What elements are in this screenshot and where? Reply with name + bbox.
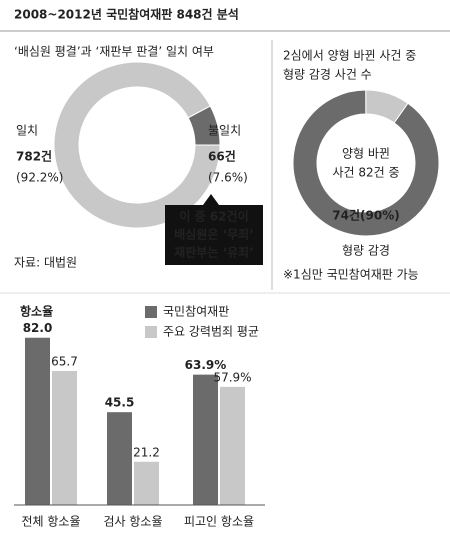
- bar: [107, 412, 132, 505]
- x-tick-label: 검사 항소율: [103, 515, 162, 529]
- legend-label: 국민참여재판: [163, 305, 229, 319]
- callout-text: 재판부는 ‘유죄’: [174, 245, 254, 260]
- bar: [220, 386, 245, 505]
- category-label: 형량 감경: [342, 244, 390, 258]
- source: 자료: 대법원: [14, 256, 77, 270]
- chart-title: 항소율: [20, 304, 53, 319]
- subtitle: 형량 감경 사건 수: [283, 68, 372, 82]
- value-label: 82.0: [23, 321, 53, 335]
- bar: [52, 370, 77, 505]
- donut-segment: [53, 61, 221, 229]
- callout-box: [165, 205, 263, 265]
- percent-label: (7.6%): [208, 171, 248, 185]
- subtitle: ‘배심원 평결’과 ‘재판부 판결’ 일치 여부: [14, 45, 214, 59]
- value-label: 782건: [16, 149, 52, 164]
- x-tick-label: 피고인 항소율: [184, 515, 254, 529]
- value-label: 21.2: [133, 445, 160, 459]
- center-label: 사건 82건 중: [332, 166, 399, 180]
- category-label: 불일치: [208, 124, 241, 138]
- value-label: 63.9%: [185, 358, 227, 372]
- percent-label: (92.2%): [16, 171, 63, 185]
- donut-segment: [187, 105, 221, 146]
- subtitle: 2심에서 양형 바뀐 사건 중: [283, 49, 416, 63]
- legend-swatch: [145, 326, 157, 338]
- value-label: 45.5: [105, 396, 135, 410]
- legend-label: 주요 강력범죄 평균: [163, 325, 259, 339]
- main-title: 2008~2012년 국민참여재판 848건 분석: [14, 7, 239, 22]
- value-label: 74건(90%): [332, 208, 399, 223]
- x-tick-label: 전체 항소율: [21, 515, 80, 529]
- legend-swatch: [145, 306, 157, 318]
- value-label: 66건: [208, 149, 236, 164]
- donut-segment: [292, 89, 440, 237]
- center-label: 양형 바뀐: [342, 147, 390, 161]
- donut-segment: [365, 89, 409, 124]
- callout-pointer: [203, 194, 219, 205]
- category-label: 일치: [16, 124, 38, 138]
- bar: [193, 374, 218, 505]
- callout-text: 배심원은 ‘무죄’: [174, 227, 254, 242]
- note: ※1심만 국민참여재판 가능: [283, 268, 419, 282]
- value-label: 57.9%: [213, 370, 251, 384]
- callout-text: 이 중 62건이: [179, 209, 248, 224]
- bar: [25, 337, 50, 505]
- bar: [134, 461, 159, 505]
- value-label: 65.7: [51, 354, 78, 368]
